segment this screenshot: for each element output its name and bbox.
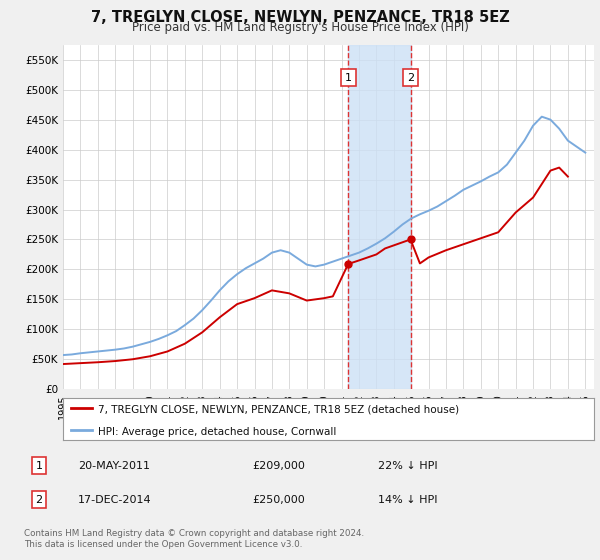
- Text: £250,000: £250,000: [252, 494, 305, 505]
- Text: 20-MAY-2011: 20-MAY-2011: [78, 461, 150, 471]
- Text: 22% ↓ HPI: 22% ↓ HPI: [378, 461, 437, 471]
- Text: Contains HM Land Registry data © Crown copyright and database right 2024.
This d: Contains HM Land Registry data © Crown c…: [24, 529, 364, 549]
- Text: 7, TREGLYN CLOSE, NEWLYN, PENZANCE, TR18 5EZ: 7, TREGLYN CLOSE, NEWLYN, PENZANCE, TR18…: [91, 10, 509, 25]
- Text: 2: 2: [407, 72, 414, 82]
- Text: 2: 2: [35, 494, 43, 505]
- Text: 1: 1: [35, 461, 43, 471]
- Bar: [348, 45, 410, 389]
- Text: HPI: Average price, detached house, Cornwall: HPI: Average price, detached house, Corn…: [98, 427, 336, 437]
- Text: 7, TREGLYN CLOSE, NEWLYN, PENZANCE, TR18 5EZ (detached house): 7, TREGLYN CLOSE, NEWLYN, PENZANCE, TR18…: [98, 404, 458, 414]
- Text: Price paid vs. HM Land Registry's House Price Index (HPI): Price paid vs. HM Land Registry's House …: [131, 21, 469, 34]
- Text: £209,000: £209,000: [252, 461, 305, 471]
- Text: 1: 1: [344, 72, 352, 82]
- Text: 17-DEC-2014: 17-DEC-2014: [78, 494, 152, 505]
- Text: 14% ↓ HPI: 14% ↓ HPI: [378, 494, 437, 505]
